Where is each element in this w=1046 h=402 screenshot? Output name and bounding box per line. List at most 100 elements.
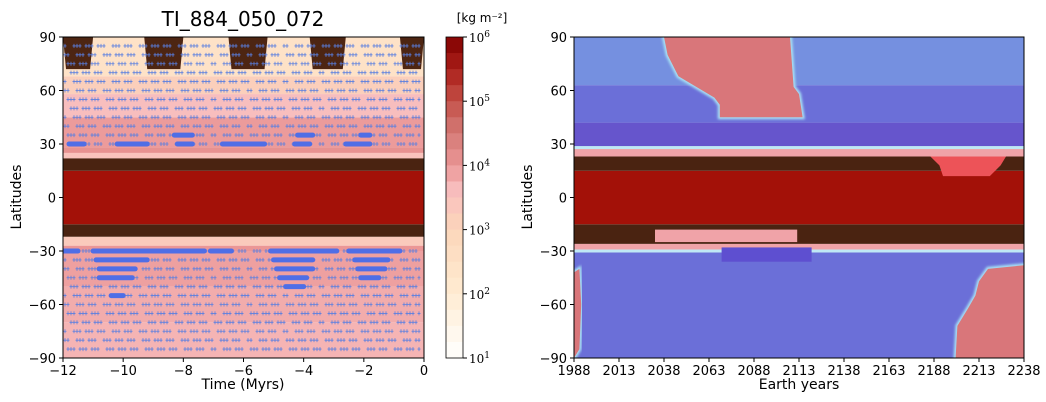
left-cross-marker (228, 133, 232, 138)
left-cross-marker (360, 293, 364, 298)
left-cross-marker (75, 302, 79, 307)
left-cross-marker (138, 320, 142, 325)
left-cross-marker (183, 302, 187, 307)
left-cross-marker (261, 329, 265, 334)
left-cross-marker (408, 266, 412, 271)
left-cross-marker (384, 142, 388, 146)
left-cross-marker (351, 88, 355, 93)
left-cross-marker (414, 329, 418, 334)
left-cross-marker (222, 329, 226, 334)
left-cross-row-8 (63, 115, 421, 120)
left-cross-marker (162, 61, 166, 66)
left-cross-marker (309, 284, 313, 289)
left-cross-marker (180, 124, 184, 129)
left-cross-marker (381, 97, 385, 102)
left-cross-marker (132, 133, 136, 138)
left-cross-marker (327, 97, 331, 102)
left-cross-marker (321, 43, 325, 48)
left-cross-marker (129, 79, 133, 84)
left-cross-marker (204, 70, 208, 75)
left-cross-marker (249, 97, 253, 102)
left-cross-marker (126, 43, 130, 48)
left-cross-marker (270, 284, 274, 289)
left-cross-marker (141, 302, 145, 307)
left-cross-marker (234, 61, 238, 66)
right-band-0 (574, 251, 1024, 358)
left-cross-marker (123, 97, 127, 102)
left-cross-marker (249, 133, 253, 138)
left-cross-marker (363, 302, 367, 307)
left-cross-marker (375, 79, 379, 84)
left-cross-marker (414, 79, 418, 84)
left-cross-marker (165, 70, 169, 75)
left-cross-marker (84, 329, 88, 334)
left-cross-marker (156, 257, 160, 262)
left-cross-marker (330, 266, 334, 271)
left-cross-marker (306, 329, 310, 334)
left-cross-marker (414, 320, 418, 325)
left-cross-marker (81, 61, 85, 66)
colorbar-step (446, 325, 463, 343)
left-cross-marker (354, 133, 358, 138)
left-cross-marker (144, 79, 148, 84)
left-cross-marker (195, 115, 199, 120)
left-cross-marker (90, 88, 94, 93)
left-cross-marker (156, 115, 160, 120)
left-cross-marker (273, 124, 277, 129)
left-cross-marker (366, 347, 370, 352)
left-cross-marker (246, 43, 250, 48)
left-cross-marker (171, 302, 175, 307)
left-cross-marker (354, 311, 358, 316)
left-cross-marker (156, 311, 160, 316)
left-cross-marker (171, 275, 175, 280)
left-cross-marker (204, 302, 208, 307)
left-cross-marker (375, 43, 379, 48)
left-cross-marker (132, 52, 136, 57)
left-cross-marker (150, 106, 154, 111)
left-cross-marker (180, 257, 184, 262)
left-cross-marker (339, 124, 343, 129)
left-cross-marker (357, 70, 361, 75)
left-cross-marker (360, 43, 364, 48)
left-cross-marker (312, 347, 316, 352)
left-cross-marker (177, 115, 181, 120)
left-cross-marker (144, 52, 148, 57)
left-cross-marker (348, 257, 352, 262)
left-cross-marker (156, 347, 160, 352)
right-patch-2 (955, 265, 1024, 358)
left-cross-marker (168, 338, 172, 343)
left-cross-marker (93, 142, 97, 146)
left-cross-marker (141, 43, 145, 48)
left-cross-marker (111, 79, 115, 84)
left-cross-marker (255, 320, 259, 325)
left-cross-marker (87, 142, 91, 146)
left-cross-marker (336, 257, 340, 262)
colorbar-step (446, 165, 463, 182)
left-x-axis-label: Time (Myrs) (200, 377, 284, 393)
left-cross-marker (345, 133, 349, 138)
left-cross-marker (225, 284, 229, 289)
left-cross-marker (234, 275, 238, 280)
left-cross-marker (75, 338, 79, 343)
left-cross-marker (111, 133, 115, 138)
left-band-5 (63, 224, 424, 237)
left-cross-marker (318, 133, 322, 138)
left-cross-marker (348, 266, 352, 271)
left-cross-marker (192, 257, 196, 262)
left-cross-marker (63, 338, 67, 343)
left-cross-marker (303, 52, 307, 57)
left-dark-cap-0 (63, 37, 94, 70)
left-cross-marker (258, 43, 262, 48)
left-cross-marker (72, 106, 76, 111)
left-cross-marker (201, 275, 205, 280)
left-cross-marker (336, 43, 340, 48)
left-cross-marker (69, 275, 73, 280)
left-cross-marker (324, 293, 328, 298)
left-cross-marker (237, 124, 241, 129)
left-cross-marker (63, 88, 67, 93)
left-cross-marker (306, 70, 310, 75)
left-cross-marker (84, 61, 88, 66)
left-cross-marker (78, 347, 82, 352)
left-cross-marker (363, 284, 367, 289)
